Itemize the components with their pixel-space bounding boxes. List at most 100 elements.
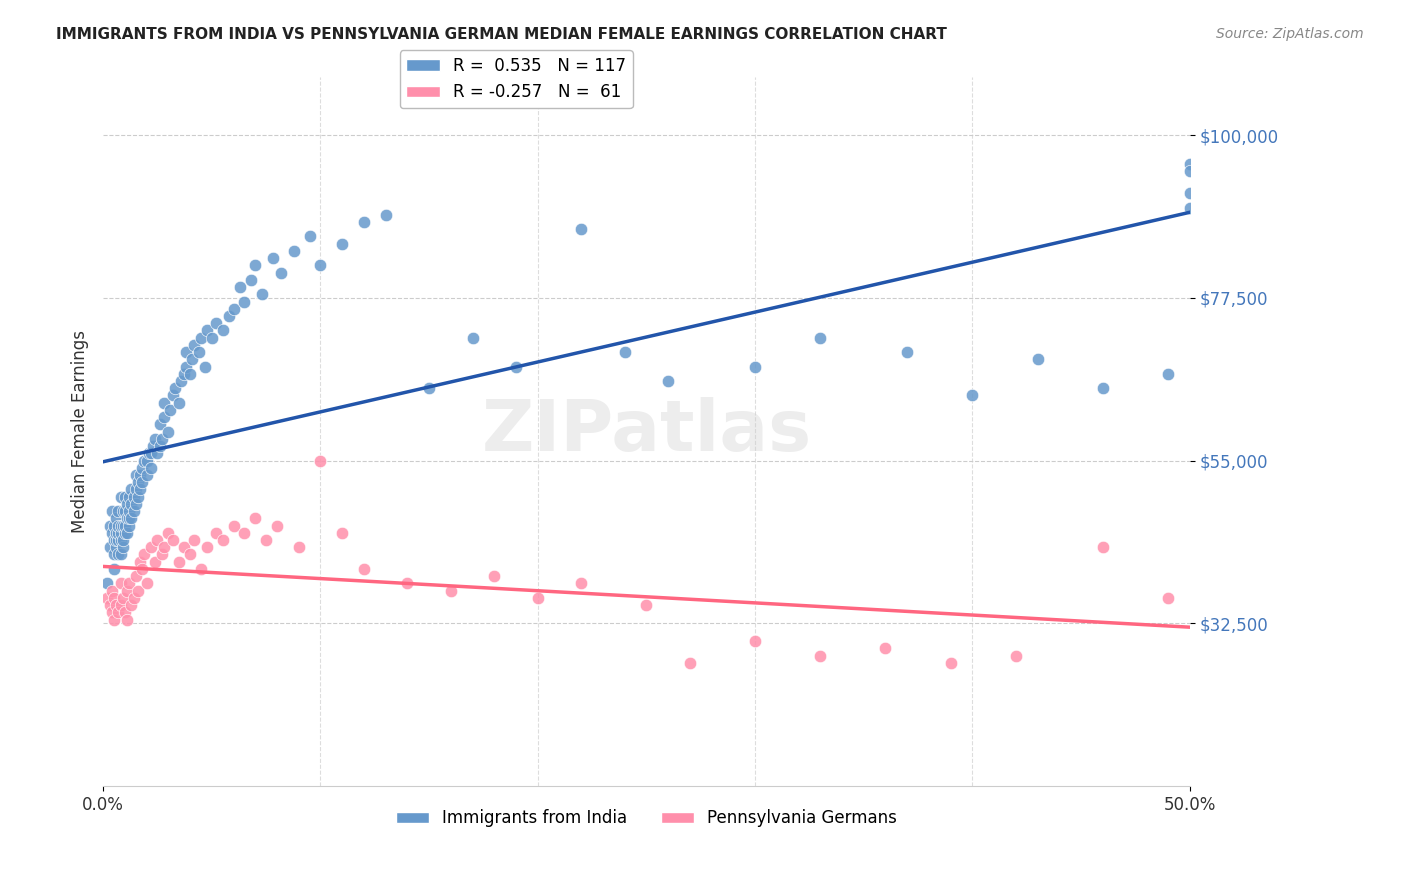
Point bbox=[122, 591, 145, 605]
Point bbox=[110, 598, 132, 612]
Point bbox=[179, 548, 201, 562]
Point bbox=[110, 490, 132, 504]
Point bbox=[135, 467, 157, 482]
Point bbox=[1178, 201, 1201, 215]
Point bbox=[139, 460, 162, 475]
Point bbox=[105, 598, 128, 612]
Point bbox=[115, 511, 138, 525]
Point bbox=[1157, 367, 1180, 381]
Point bbox=[245, 511, 267, 525]
Point bbox=[127, 490, 149, 504]
Point bbox=[131, 562, 153, 576]
Point bbox=[143, 432, 166, 446]
Point bbox=[270, 266, 292, 280]
Point bbox=[101, 504, 124, 518]
Point bbox=[205, 316, 228, 330]
Point bbox=[127, 583, 149, 598]
Point bbox=[118, 518, 141, 533]
Point bbox=[101, 605, 124, 619]
Point bbox=[170, 374, 193, 388]
Point bbox=[103, 591, 125, 605]
Point bbox=[118, 490, 141, 504]
Point bbox=[153, 541, 176, 555]
Point bbox=[808, 648, 831, 663]
Point bbox=[250, 287, 273, 301]
Point bbox=[107, 548, 129, 562]
Point bbox=[149, 417, 172, 432]
Point bbox=[98, 518, 121, 533]
Point bbox=[103, 562, 125, 576]
Point bbox=[205, 525, 228, 540]
Point bbox=[114, 504, 136, 518]
Point bbox=[146, 533, 169, 547]
Point bbox=[266, 518, 288, 533]
Point bbox=[115, 613, 138, 627]
Point bbox=[114, 605, 136, 619]
Point bbox=[657, 374, 679, 388]
Point bbox=[262, 251, 284, 265]
Point bbox=[569, 222, 592, 236]
Point bbox=[120, 483, 142, 497]
Point bbox=[125, 569, 148, 583]
Point bbox=[875, 641, 897, 656]
Point bbox=[173, 367, 195, 381]
Point bbox=[115, 497, 138, 511]
Point bbox=[239, 273, 262, 287]
Point bbox=[110, 576, 132, 591]
Point bbox=[218, 309, 240, 323]
Point bbox=[211, 533, 233, 547]
Point bbox=[744, 634, 766, 648]
Point bbox=[211, 323, 233, 337]
Point bbox=[111, 541, 134, 555]
Point bbox=[131, 475, 153, 490]
Point bbox=[744, 359, 766, 374]
Point bbox=[374, 208, 396, 222]
Point bbox=[939, 656, 962, 670]
Point bbox=[569, 576, 592, 591]
Point bbox=[135, 453, 157, 467]
Point bbox=[125, 483, 148, 497]
Point bbox=[98, 598, 121, 612]
Point bbox=[115, 525, 138, 540]
Point bbox=[162, 388, 184, 402]
Point bbox=[105, 525, 128, 540]
Point bbox=[110, 518, 132, 533]
Point bbox=[131, 460, 153, 475]
Point bbox=[330, 525, 353, 540]
Point bbox=[122, 504, 145, 518]
Point bbox=[105, 541, 128, 555]
Point bbox=[143, 555, 166, 569]
Text: ZIPatlas: ZIPatlas bbox=[481, 397, 811, 467]
Point bbox=[526, 591, 548, 605]
Point bbox=[107, 518, 129, 533]
Point bbox=[120, 511, 142, 525]
Point bbox=[287, 541, 309, 555]
Point bbox=[190, 562, 212, 576]
Point bbox=[153, 410, 176, 425]
Point bbox=[114, 518, 136, 533]
Point bbox=[222, 518, 245, 533]
Point bbox=[98, 541, 121, 555]
Point bbox=[187, 345, 209, 359]
Point bbox=[254, 533, 277, 547]
Point bbox=[157, 425, 180, 439]
Point bbox=[103, 613, 125, 627]
Point bbox=[153, 395, 176, 409]
Point bbox=[197, 541, 219, 555]
Point bbox=[105, 511, 128, 525]
Point bbox=[179, 367, 201, 381]
Point bbox=[194, 359, 217, 374]
Point bbox=[150, 432, 173, 446]
Point bbox=[183, 533, 205, 547]
Point bbox=[173, 541, 195, 555]
Text: Source: ZipAtlas.com: Source: ZipAtlas.com bbox=[1216, 27, 1364, 41]
Point bbox=[114, 490, 136, 504]
Point bbox=[201, 331, 224, 345]
Point bbox=[1091, 381, 1114, 395]
Point bbox=[107, 605, 129, 619]
Y-axis label: Median Female Earnings: Median Female Earnings bbox=[72, 330, 89, 533]
Point bbox=[120, 497, 142, 511]
Point bbox=[139, 446, 162, 460]
Point bbox=[245, 258, 267, 272]
Point bbox=[505, 359, 527, 374]
